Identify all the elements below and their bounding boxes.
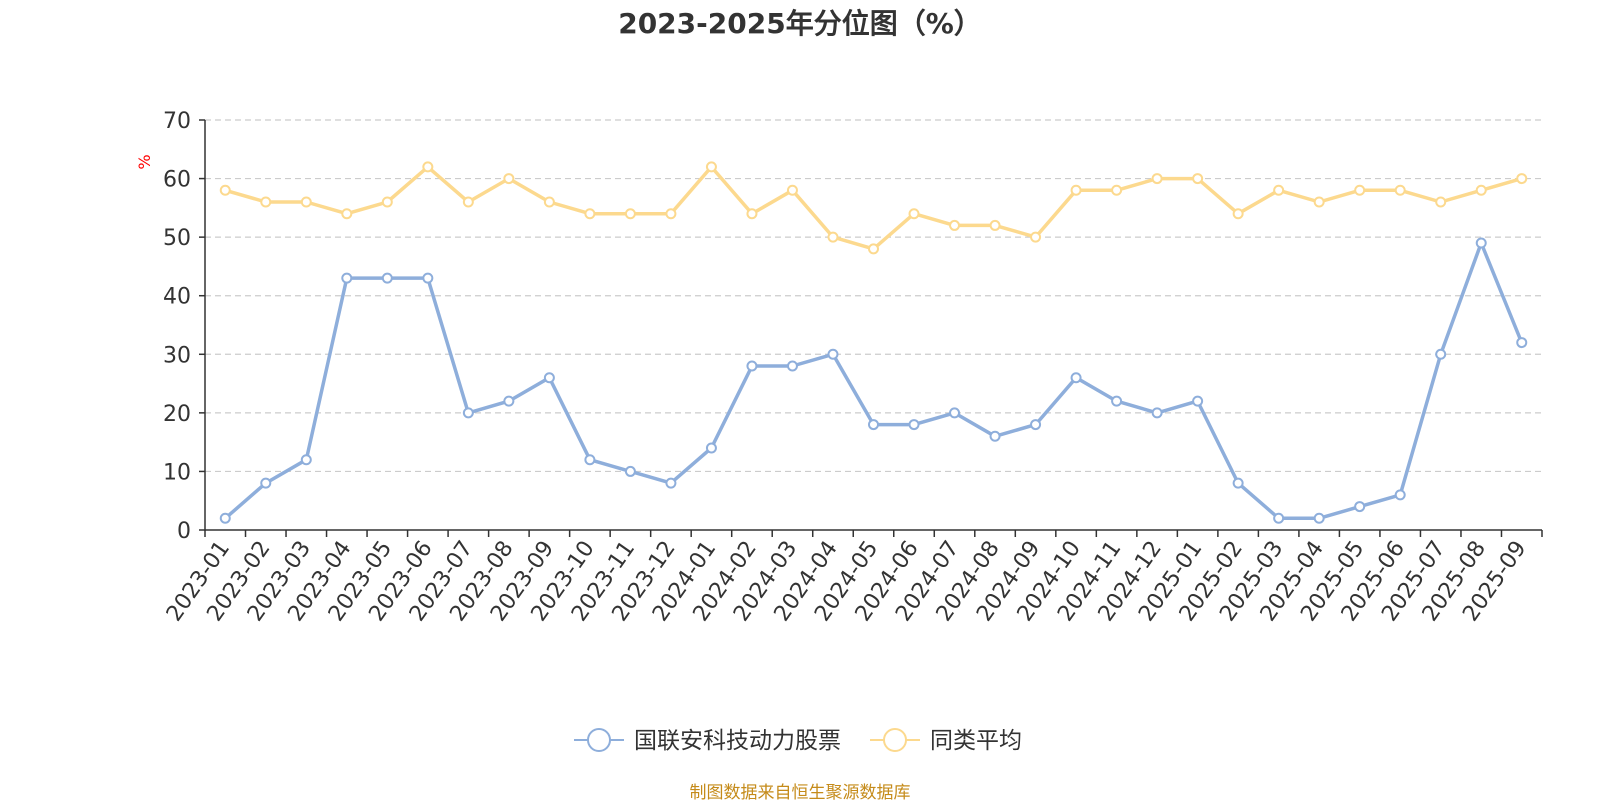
axes: 010203040506070%2023-012023-022023-03202…	[135, 109, 1543, 626]
data-point	[665, 208, 677, 220]
data-point	[503, 395, 515, 407]
y-tick-label: 30	[163, 343, 191, 368]
data-point	[1516, 337, 1528, 349]
y-tick-label: 20	[163, 402, 191, 427]
data-point	[1475, 237, 1487, 249]
y-tick-label: 70	[163, 109, 191, 134]
data-point	[381, 196, 393, 208]
data-point	[786, 360, 798, 372]
data-point	[624, 465, 636, 477]
y-tick-label: 0	[177, 519, 191, 544]
data-point	[1151, 407, 1163, 419]
data-point	[543, 196, 555, 208]
y-tick-label: 40	[163, 285, 191, 310]
y-tick-label: 50	[163, 226, 191, 251]
data-point	[1030, 419, 1042, 431]
data-point	[1394, 489, 1406, 501]
data-point	[868, 243, 879, 255]
data-point	[219, 512, 231, 524]
data-point	[989, 430, 1001, 442]
data-point	[624, 208, 636, 220]
source-note: 制图数据来自恒生聚源数据库	[689, 783, 911, 803]
data-point	[260, 196, 272, 208]
data-point	[260, 477, 272, 489]
legend-label: 国联安科技动力股票	[634, 728, 841, 754]
series-lines	[219, 161, 1528, 524]
data-point	[422, 272, 434, 284]
series-line	[224, 241, 1524, 521]
data-point	[584, 208, 596, 220]
y-axis-label: %	[135, 154, 154, 169]
data-point	[219, 184, 231, 196]
data-point	[1111, 184, 1123, 196]
data-point	[1192, 395, 1204, 407]
data-point	[1232, 208, 1244, 220]
data-point	[827, 348, 839, 360]
data-point	[462, 196, 474, 208]
data-point	[341, 208, 353, 220]
data-point	[1273, 184, 1285, 196]
data-point	[1435, 348, 1447, 360]
data-point	[989, 219, 1001, 231]
data-point	[746, 360, 758, 372]
chart-title: 2023-2025年分位图（%）	[618, 7, 982, 40]
y-tick-label: 10	[163, 460, 191, 485]
data-point	[1111, 395, 1123, 407]
data-point	[1313, 196, 1325, 208]
data-point	[1354, 184, 1366, 196]
data-point	[786, 184, 798, 196]
data-point	[705, 161, 717, 173]
data-point	[300, 454, 312, 466]
legend-label: 同类平均	[930, 728, 1022, 754]
data-point	[503, 173, 515, 185]
data-point	[584, 454, 596, 466]
data-point	[949, 219, 961, 231]
data-point	[1394, 184, 1406, 196]
data-point	[1232, 477, 1244, 489]
data-point	[1313, 512, 1325, 524]
legend-item[interactable]: 同类平均	[870, 728, 1022, 754]
data-point	[1070, 372, 1082, 384]
legend-marker-icon	[587, 728, 611, 752]
data-point	[665, 477, 677, 489]
data-point	[300, 196, 312, 208]
data-point	[908, 208, 920, 220]
legend-item[interactable]: 国联安科技动力股票	[574, 728, 841, 754]
data-point	[1475, 184, 1487, 196]
line-chart: 010203040506070%2023-012023-022023-03202…	[135, 109, 1543, 754]
data-point	[462, 407, 474, 419]
y-tick-label: 60	[163, 168, 191, 193]
data-point	[341, 272, 353, 284]
data-point	[381, 272, 393, 284]
legend[interactable]: 国联安科技动力股票 同类平均	[574, 728, 1022, 754]
data-point	[1192, 173, 1204, 185]
legend-marker-icon	[883, 728, 907, 752]
data-point	[705, 442, 717, 454]
data-point	[543, 372, 555, 384]
data-point	[746, 208, 758, 220]
data-point	[868, 419, 879, 431]
data-point	[1435, 196, 1447, 208]
data-point	[949, 407, 961, 419]
data-point	[1273, 512, 1285, 524]
data-point	[422, 161, 434, 173]
data-point	[1354, 501, 1366, 513]
data-point	[1030, 231, 1042, 243]
data-point	[908, 419, 920, 431]
data-point	[1151, 173, 1163, 185]
data-point	[1070, 184, 1082, 196]
data-point	[827, 231, 839, 243]
grid-lines	[205, 119, 1542, 473]
data-point	[1516, 173, 1528, 185]
